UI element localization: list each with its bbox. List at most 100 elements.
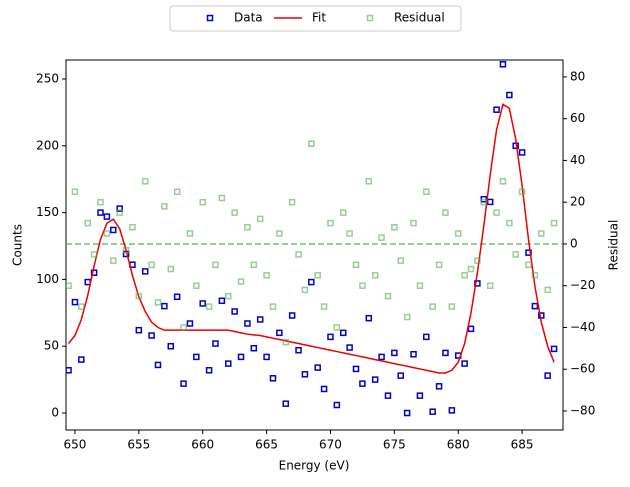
- marker: [461, 360, 468, 367]
- marker: [295, 251, 302, 258]
- marker: [205, 367, 213, 374]
- marker: [237, 353, 245, 361]
- marker: [544, 372, 551, 379]
- marker: [269, 303, 277, 310]
- marker: [410, 219, 417, 227]
- marker: [525, 261, 532, 269]
- marker: [339, 209, 347, 216]
- marker: [480, 198, 488, 206]
- marker: [327, 333, 334, 341]
- marker: [263, 272, 270, 279]
- marker: [180, 324, 187, 331]
- marker: [486, 282, 494, 289]
- marker: [474, 257, 481, 264]
- marker: [320, 303, 328, 310]
- marker: [339, 329, 347, 337]
- marker: [161, 302, 168, 310]
- marker: [308, 140, 315, 147]
- x-tick-label: 685: [511, 438, 534, 452]
- x-tick-label: 680: [447, 438, 470, 452]
- marker: [308, 278, 315, 286]
- legend-label: Residual: [394, 11, 445, 25]
- marker: [314, 272, 321, 279]
- x-tick-label: 675: [383, 438, 406, 452]
- y2-axis-label: Residual: [607, 220, 621, 271]
- marker: [103, 213, 111, 220]
- marker: [66, 282, 72, 289]
- marker: [384, 392, 392, 399]
- marker: [423, 188, 430, 196]
- marker: [250, 261, 258, 269]
- marker: [423, 333, 430, 341]
- legend-swatch: [366, 14, 374, 22]
- y-tick-label: 150: [36, 205, 59, 219]
- marker: [276, 329, 283, 337]
- marker: [244, 224, 251, 231]
- marker: [263, 353, 270, 361]
- marker: [66, 367, 72, 374]
- marker: [71, 298, 79, 306]
- x-tick-label: 660: [191, 438, 214, 452]
- marker: [135, 292, 143, 300]
- legend-box: [169, 5, 462, 32]
- marker: [474, 280, 481, 287]
- x-tick-label: 655: [127, 438, 150, 452]
- marker: [518, 188, 526, 196]
- marker: [135, 326, 143, 334]
- marker: [435, 261, 443, 269]
- marker: [493, 106, 500, 113]
- marker: [429, 408, 436, 415]
- marker: [276, 230, 283, 237]
- marker: [365, 178, 373, 185]
- marker: [288, 198, 296, 206]
- marker: [467, 265, 475, 273]
- marker: [256, 316, 264, 323]
- marker: [403, 313, 411, 321]
- x-tick-label: 670: [319, 438, 342, 452]
- x-axis-label: Energy (eV): [279, 459, 350, 473]
- y2-tick-label: 40: [570, 153, 585, 167]
- marker: [148, 332, 155, 339]
- marker: [346, 230, 353, 237]
- marker: [442, 209, 449, 216]
- marker: [84, 219, 91, 227]
- marker: [141, 178, 149, 185]
- marker: [467, 325, 475, 333]
- marker: [512, 251, 519, 258]
- marker: [193, 282, 200, 289]
- y2-tick-label: −80: [570, 403, 595, 417]
- marker: [314, 364, 321, 371]
- y-axis-label: Counts: [11, 224, 25, 266]
- marker: [97, 209, 104, 216]
- marker: [269, 375, 277, 382]
- marker: [218, 297, 226, 305]
- marker: [186, 230, 194, 237]
- plot-frame: [65, 59, 564, 431]
- marker: [550, 345, 558, 353]
- x-tick-label: 665: [255, 438, 278, 452]
- marker: [486, 198, 494, 206]
- marker: [359, 282, 366, 289]
- marker: [397, 257, 404, 264]
- marker: [231, 209, 238, 216]
- marker: [391, 224, 398, 231]
- marker: [378, 353, 385, 361]
- marker: [161, 203, 168, 210]
- marker: [371, 272, 379, 279]
- marker: [301, 286, 309, 294]
- marker: [538, 230, 545, 237]
- marker: [454, 230, 462, 237]
- marker: [205, 303, 213, 310]
- marker: [173, 188, 181, 196]
- marker: [218, 194, 226, 202]
- y-tick-label: 0: [51, 406, 59, 420]
- marker: [327, 219, 334, 227]
- marker: [410, 350, 417, 358]
- marker: [231, 308, 238, 315]
- marker: [295, 346, 302, 354]
- marker: [167, 342, 175, 350]
- y2-tick-label: 80: [570, 69, 585, 83]
- marker: [116, 205, 123, 212]
- marker: [352, 365, 360, 373]
